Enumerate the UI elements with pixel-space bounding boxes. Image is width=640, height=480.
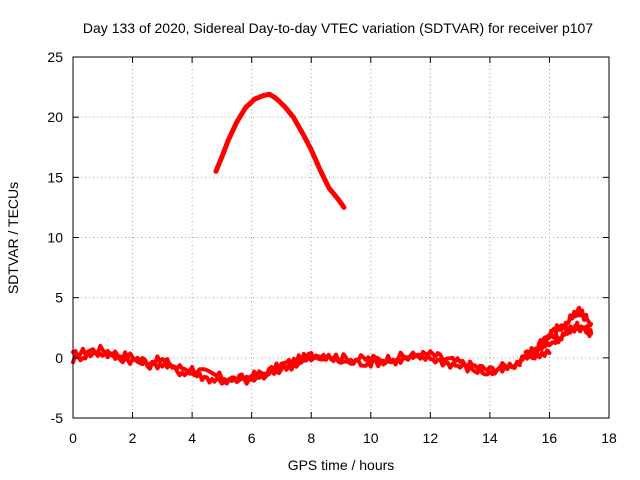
x-tick-label: 0 [69,430,77,446]
series-layer [71,91,594,386]
grid [73,57,609,418]
x-tick-label: 18 [601,430,617,446]
y-tick-label: 10 [47,230,63,246]
x-tick-label: 8 [307,430,315,446]
y-axis-title: SDTVAR / TECUs [5,182,21,294]
x-axis-title: GPS time / hours [288,457,395,473]
series-line-tail-c [517,323,573,366]
y-tick-label: 0 [55,350,63,366]
y-tick-label: 20 [47,109,63,125]
chart-title: Day 133 of 2020, Sidereal Day-to-day VTE… [83,20,593,36]
y-tick-label: 15 [47,169,63,185]
x-tick-label: 6 [248,430,256,446]
x-tick-label: 16 [542,430,558,446]
ticks: 0 2 4 6 8 10 12 14 16 18 -5 0 5 10 15 20 25 [47,49,617,446]
x-tick-label: 12 [423,430,439,446]
y-tick-label: 5 [55,290,63,306]
x-tick-label: 14 [482,430,498,446]
series-line-arc [213,91,347,210]
x-tick-label: 2 [129,430,137,446]
x-tick-label: 10 [363,430,379,446]
series-line-tail-b [529,305,594,356]
y-tick-label: -5 [51,410,64,426]
series-line-baseline-band [71,349,522,386]
y-tick-label: 25 [47,49,63,65]
x-tick-label: 4 [188,430,196,446]
